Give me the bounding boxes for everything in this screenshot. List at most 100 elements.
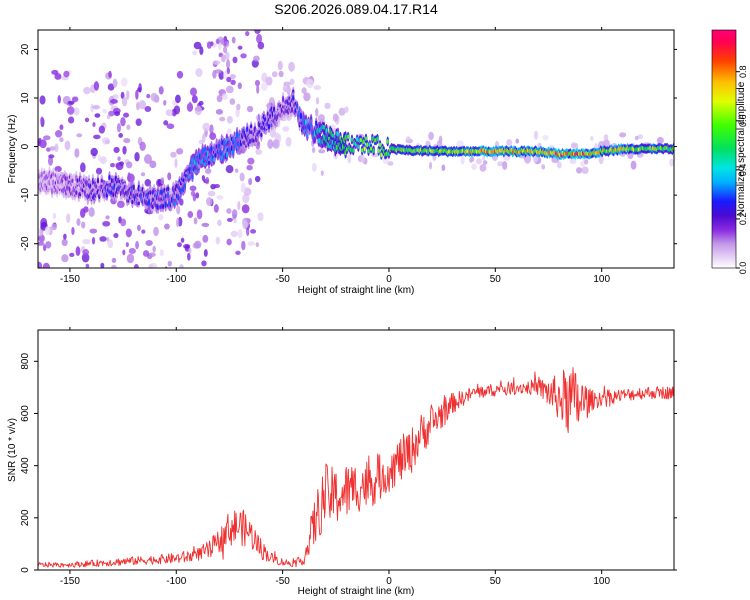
spectrogram-ridge-core bbox=[361, 148, 364, 153]
spectrogram-speckle bbox=[215, 109, 224, 115]
spectrogram-speckle bbox=[105, 215, 110, 220]
spectrogram-ridge-core bbox=[362, 139, 365, 145]
spectrogram-speckle bbox=[471, 163, 477, 170]
spectrogram-ridge-core bbox=[376, 136, 379, 142]
spectrogram-speckle bbox=[51, 288, 59, 294]
spectrogram-speckle bbox=[166, 123, 175, 130]
spectrogram-speckle bbox=[226, 116, 233, 124]
spectrogram-speckle bbox=[93, 81, 100, 91]
spectrogram-speckle bbox=[209, 132, 217, 141]
spectrogram-y-tick-label: -10 bbox=[20, 187, 31, 202]
spectrogram-speckle bbox=[61, 254, 69, 263]
spectrogram-speckle bbox=[277, 60, 283, 71]
spectrogram-speckle bbox=[188, 247, 192, 254]
spectrogram-ridge-core bbox=[214, 153, 217, 158]
spectrogram-speckle bbox=[317, 114, 325, 123]
spectrogram-ridge-core bbox=[377, 148, 380, 154]
spectrogram-speckle bbox=[202, 234, 209, 243]
spectrogram-speckle bbox=[116, 123, 121, 133]
spectrogram-speckle bbox=[217, 42, 222, 51]
spectrogram-speckle bbox=[71, 227, 75, 236]
spectrogram-speckle bbox=[482, 155, 486, 161]
snr-y-label: SNR (10 * v/v) bbox=[7, 418, 18, 482]
spectrogram-ridge-core bbox=[385, 151, 388, 156]
spectrogram-speckle bbox=[315, 107, 319, 117]
spectrogram-speckle bbox=[38, 269, 44, 279]
spectrogram-speckle bbox=[251, 59, 259, 68]
spectrogram-y-tick-label: 20 bbox=[20, 43, 31, 55]
spectrogram-speckle bbox=[44, 294, 47, 301]
spectrogram-ridge-core bbox=[295, 103, 299, 108]
spectrogram-speckle bbox=[72, 298, 78, 308]
spectrogram-speckle bbox=[159, 249, 164, 257]
spectrogram-ridge-core bbox=[50, 187, 54, 195]
spectrogram-y-tick-label: -20 bbox=[20, 236, 31, 251]
spectrogram-speckle bbox=[581, 166, 589, 174]
spectrogram-speckle bbox=[138, 99, 146, 110]
spectrogram-speckle bbox=[226, 67, 231, 75]
spectrogram-speckle bbox=[248, 177, 253, 186]
spectrogram-speckle bbox=[176, 70, 184, 79]
spectrogram-speckle bbox=[81, 221, 86, 229]
spectrogram-ridge-core bbox=[191, 174, 194, 180]
spectrogram-speckle bbox=[222, 46, 228, 54]
spectrogram-speckle bbox=[318, 149, 326, 154]
spectrogram-x-tick-label: 0 bbox=[386, 274, 392, 285]
spectrogram-ridge-core bbox=[355, 137, 359, 142]
spectrogram-speckle bbox=[127, 279, 130, 286]
spectrogram-ridge-core bbox=[147, 198, 151, 206]
spectrogram-speckle bbox=[153, 226, 159, 237]
spectrogram-speckle bbox=[221, 93, 228, 101]
spectrogram-speckle bbox=[163, 120, 169, 126]
spectrogram-speckle bbox=[502, 160, 508, 170]
spectrogram-speckle bbox=[167, 172, 172, 181]
spectrogram-speckle bbox=[59, 124, 64, 130]
spectrogram-speckle bbox=[257, 212, 264, 222]
spectrogram-speckle bbox=[111, 257, 117, 263]
spectrogram-speckle bbox=[139, 141, 146, 152]
spectrogram-speckle bbox=[94, 278, 101, 284]
spectrogram-speckle bbox=[225, 85, 234, 94]
spectrogram-speckle bbox=[83, 86, 91, 95]
spectrogram-speckle bbox=[117, 156, 121, 162]
spectrogram-speckle bbox=[247, 241, 255, 246]
spectrogram-speckle bbox=[92, 122, 96, 128]
spectrogram-speckle bbox=[116, 200, 125, 209]
spectrogram-speckle bbox=[99, 156, 107, 165]
snr-x-label: Height of straight line (km) bbox=[298, 586, 415, 597]
spectrogram-speckle bbox=[224, 51, 230, 60]
spectrogram-speckle bbox=[111, 264, 117, 268]
colorbar-tick-label: 0.2 bbox=[738, 213, 748, 226]
spectrogram-speckle bbox=[135, 89, 139, 100]
spectrogram-speckle bbox=[66, 106, 75, 115]
spectrogram-speckle bbox=[193, 217, 198, 225]
spectrogram-speckle bbox=[315, 97, 320, 105]
spectrogram-speckle bbox=[246, 164, 253, 171]
spectrogram-speckle bbox=[313, 85, 322, 91]
spectrogram-speckle bbox=[589, 136, 594, 141]
spectrogram-speckle bbox=[108, 70, 112, 78]
spectrogram-speckle bbox=[195, 192, 200, 199]
spectrogram-speckle bbox=[131, 280, 137, 288]
spectrogram-x-tick-label: 100 bbox=[593, 274, 610, 285]
spectrogram-speckle bbox=[303, 92, 311, 102]
spectrogram-ridge-core bbox=[344, 134, 347, 140]
spectrogram-speckle bbox=[125, 228, 132, 238]
snr-plot-area bbox=[38, 330, 674, 570]
spectrogram-speckle bbox=[152, 278, 160, 284]
spectrogram-speckle bbox=[267, 139, 274, 149]
spectrogram-speckle bbox=[225, 164, 234, 174]
spectrogram-speckle bbox=[338, 107, 346, 116]
spectrogram-speckle bbox=[324, 102, 331, 110]
spectrogram-speckle bbox=[57, 295, 61, 304]
spectrogram-speckle bbox=[213, 183, 220, 189]
spectrogram-x-tick-label: -50 bbox=[275, 274, 290, 285]
spectrogram-speckle bbox=[241, 240, 246, 251]
spectrogram-speckle bbox=[428, 131, 434, 141]
spectrogram-ridge-core bbox=[267, 123, 271, 130]
spectrogram-speckle bbox=[188, 101, 192, 112]
snr-y-tick-label: 800 bbox=[20, 353, 31, 370]
spectrogram-speckle bbox=[202, 122, 211, 132]
spectrogram-speckle bbox=[120, 218, 127, 227]
spectrogram-speckle bbox=[634, 135, 639, 141]
